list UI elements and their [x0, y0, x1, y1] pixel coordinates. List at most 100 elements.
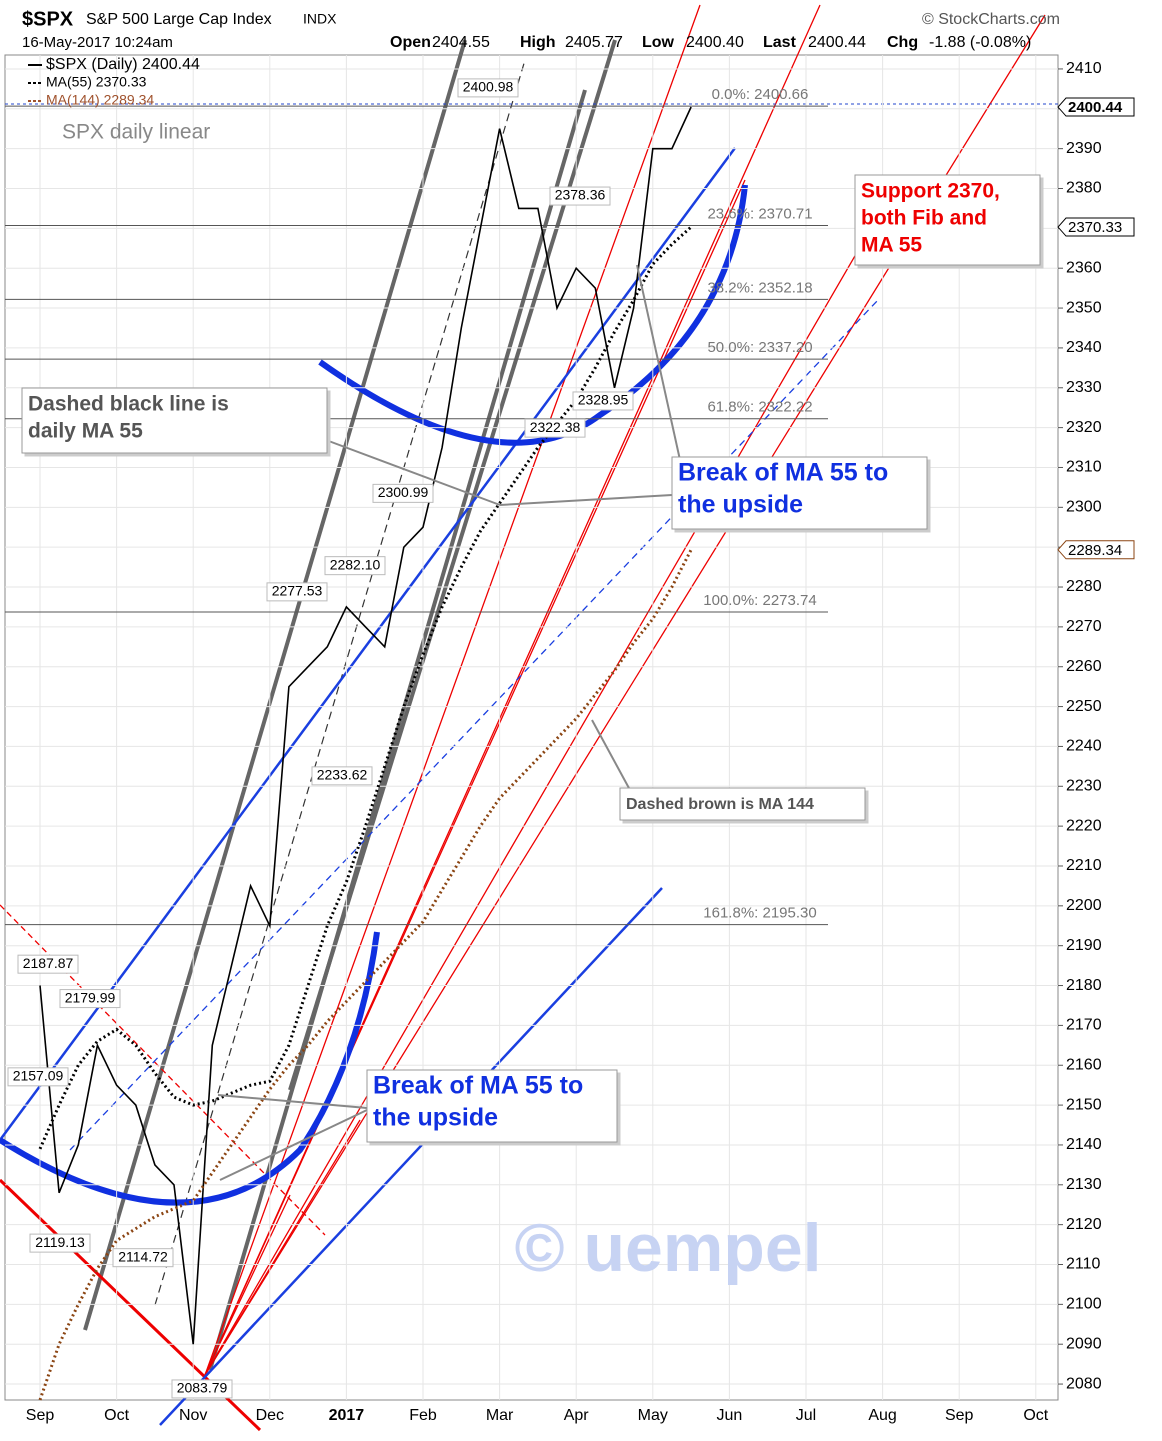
quote-field: Last: [763, 34, 797, 51]
y-tick-label: 2180: [1066, 977, 1102, 994]
fib-label: 61.8%: 2322.22: [707, 399, 812, 416]
source: © StockCharts.com: [922, 11, 1060, 28]
y-tick-label: 2380: [1066, 180, 1102, 197]
quote-field: Open: [390, 34, 431, 51]
y-tick-label: 2160: [1066, 1056, 1102, 1073]
quote-field: Low: [642, 34, 675, 51]
y-tick-label: 2190: [1066, 937, 1102, 954]
x-tick-label: Jul: [796, 1407, 816, 1424]
quote-field: Chg: [887, 34, 918, 51]
y-tick-label: 2210: [1066, 857, 1102, 874]
price-label: 2083.79: [177, 1380, 228, 1396]
series-line: [39, 106, 692, 1345]
annotation-text: daily MA 55: [28, 420, 143, 443]
price-label-box: [311, 766, 373, 786]
annotation-text: Support 2370,: [861, 180, 1000, 203]
y-tick-label: 2220: [1066, 817, 1102, 834]
annotation-pointer: [499, 494, 673, 506]
x-tick-label: 2017: [329, 1407, 365, 1424]
y-tick-label: 2270: [1066, 618, 1102, 635]
y-tick-label: 2170: [1066, 1017, 1102, 1034]
annotation-text: the upside: [678, 491, 803, 519]
price-label-box: [457, 78, 519, 98]
quote-field: 2404.55: [432, 34, 490, 51]
annotation-text: Break of MA 55 to: [373, 1072, 583, 1100]
price-label: 2114.72: [118, 1248, 168, 1264]
x-tick-label: May: [638, 1407, 668, 1424]
last-marker: [1057, 540, 1135, 560]
last-marker-label: 2400.44: [1068, 99, 1123, 116]
price-label-box: [17, 954, 79, 974]
price-label: 2277.53: [272, 583, 323, 599]
x-tick-label: Jun: [717, 1407, 743, 1424]
y-tick-label: 2350: [1066, 299, 1102, 316]
last-marker-label: 2370.33: [1068, 219, 1122, 236]
fib-label: 38.2%: 2352.18: [707, 279, 812, 296]
annotation-text: MA 55: [861, 234, 922, 257]
price-label-box: [572, 391, 634, 411]
quote-field: High: [520, 34, 556, 51]
last-marker: [1057, 217, 1135, 237]
price-label-box: [266, 582, 328, 602]
price-label: 2119.13: [35, 1234, 85, 1250]
x-tick-label: Dec: [256, 1407, 284, 1424]
price-label-box: [524, 418, 586, 438]
price-label-box: [549, 186, 611, 206]
annotation-text: Dashed black line is: [28, 393, 229, 416]
price-label-box: [324, 556, 386, 576]
y-tick-label: 2140: [1066, 1136, 1102, 1153]
y-tick-label: 2080: [1066, 1375, 1102, 1392]
subtitle: SPX daily linear: [62, 121, 210, 144]
legend-label: MA(144) 2289.34: [46, 92, 154, 108]
y-tick-label: 2110: [1066, 1256, 1101, 1273]
x-tick-label: Feb: [409, 1407, 437, 1424]
legend-label: MA(55) 2370.33: [46, 74, 147, 90]
y-tick-label: 2150: [1066, 1096, 1102, 1113]
series-line: [38, 225, 693, 1150]
price-label: 2187.87: [23, 955, 74, 971]
watermark: © uempel: [514, 1210, 821, 1286]
last-marker: [1057, 97, 1135, 117]
y-tick-label: 2390: [1066, 140, 1102, 157]
quote-field: 2400.44: [808, 34, 866, 51]
quote-field: 2400.40: [686, 34, 744, 51]
x-tick-label: Aug: [868, 1407, 896, 1424]
symbol: $SPX: [22, 8, 74, 30]
x-tick-label: Mar: [486, 1407, 514, 1424]
y-tick-label: 2130: [1066, 1176, 1102, 1193]
x-tick-label: Nov: [179, 1407, 207, 1424]
y-tick-label: 2280: [1066, 578, 1102, 595]
fib-label: 100.0%: 2273.74: [703, 592, 816, 609]
fib-label: 23.6%: 2370.71: [707, 205, 812, 222]
quote-field: -1.88 (-0.08%): [929, 34, 1031, 51]
x-tick-label: Sep: [26, 1407, 55, 1424]
price-label-box: [29, 1233, 91, 1253]
timestamp: 16-May-2017 10:24am: [22, 34, 173, 51]
x-tick-label: Oct: [104, 1407, 129, 1424]
fib-label: 0.0%: 2400.66: [712, 86, 809, 103]
price-label: 2157.09: [13, 1068, 64, 1084]
annotation-pointer: [325, 439, 501, 506]
annotation-box: [671, 456, 928, 530]
y-tick-label: 2250: [1066, 698, 1102, 715]
y-tick-label: 2360: [1066, 259, 1102, 276]
quote-field: 2405.77: [565, 34, 623, 51]
annotation-box: [21, 387, 328, 454]
y-tick-label: 2260: [1066, 658, 1102, 675]
price-label-box: [372, 483, 434, 503]
price-label: 2400.98: [463, 79, 514, 95]
price-label-box: [7, 1067, 69, 1087]
legend-label: $SPX (Daily) 2400.44: [46, 56, 200, 73]
series-line: [38, 549, 693, 1401]
fib-label: 161.8%: 2195.30: [703, 905, 816, 922]
annotation-text: Break of MA 55 to: [678, 459, 888, 487]
y-tick-label: 2240: [1066, 738, 1102, 755]
price-label: 2322.38: [530, 419, 581, 435]
price-label: 2328.95: [578, 392, 629, 408]
trendlines: [0, 4, 1058, 1432]
annotation-text: Dashed brown is MA 144: [626, 796, 814, 813]
annotation-text: the upside: [373, 1104, 498, 1132]
y-tick-label: 2200: [1066, 897, 1102, 914]
y-tick-label: 2410: [1066, 60, 1102, 77]
